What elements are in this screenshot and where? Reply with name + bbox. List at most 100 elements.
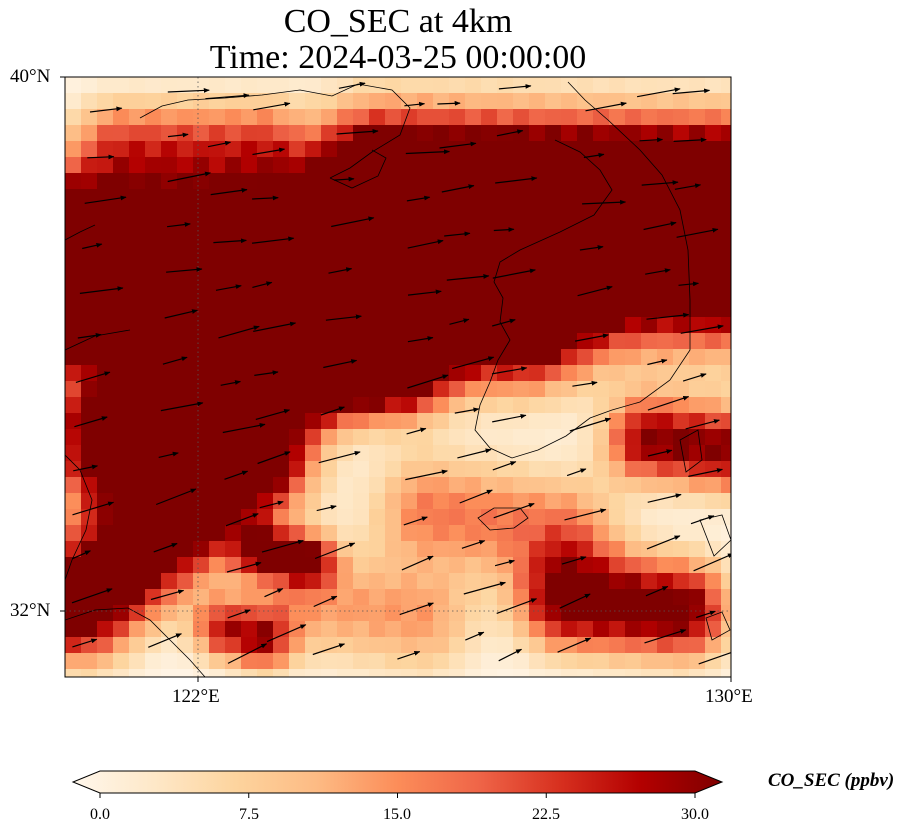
wind-vector-arrow [454, 407, 480, 414]
wind-vector-arrow [461, 540, 486, 549]
colorbar-tick-3: 22.5 [532, 806, 560, 823]
wind-vector-arrow [647, 493, 682, 503]
wind-vector-arrow [491, 366, 528, 375]
wind-vector-arrow [220, 380, 241, 386]
wind-vector-arrow [647, 396, 690, 411]
wind-vector-arrow [645, 268, 671, 275]
wind-vector-arrow [160, 401, 204, 412]
wind-vector-arrow [407, 374, 449, 389]
wind-vector-arrow [316, 504, 337, 512]
lon-label-122e: 122°E [172, 686, 220, 707]
wind-vector-arrow [167, 132, 189, 138]
colorbar-tick-1: 7.5 [239, 806, 259, 823]
wind-vector-arrow [227, 609, 251, 619]
wind-vector-arrow [403, 516, 428, 526]
wind-vector-arrow [673, 137, 707, 143]
wind-vector-arrow [645, 585, 669, 597]
wind-vector-arrow [331, 216, 375, 228]
coastline-jeju [477, 507, 529, 531]
wind-vector-arrow [397, 651, 421, 660]
wind-vector-arrow [251, 236, 295, 244]
wind-vector-arrow [465, 631, 485, 641]
wind-vector-arrow [680, 324, 724, 334]
wind-vector-arrow [167, 88, 210, 93]
colorbar-label: CO_SEC (ppbv) [768, 770, 895, 791]
wind-vector-arrow [255, 409, 291, 420]
wind-vector-arrow [328, 267, 353, 274]
wind-vector-arrow [227, 643, 268, 664]
wind-vector-arrow [166, 267, 203, 273]
wind-vector-arrow [259, 500, 284, 509]
wind-vector-arrow [266, 624, 307, 643]
wind-vector-arrow [336, 128, 379, 135]
lat-label-32n: 32°N [10, 600, 51, 621]
wind-vector-arrow [577, 285, 613, 297]
wind-vector-arrow [75, 371, 111, 383]
wind-vector-arrow [72, 638, 98, 648]
wind-vector-arrow [678, 281, 699, 287]
wind-vector-arrow [496, 598, 538, 614]
wind-vector-arrow [253, 321, 297, 332]
wind-vectors [71, 81, 731, 665]
wind-vector-arrow [463, 581, 506, 595]
wind-vector-arrow [207, 140, 232, 148]
wind-vector-arrow [492, 268, 536, 279]
wind-vector-arrow [498, 648, 523, 662]
wind-vector-arrow [566, 468, 587, 477]
wind-vector-arrow [79, 286, 124, 294]
wind-vector-arrow [492, 461, 517, 471]
wind-vector-arrow [585, 101, 627, 112]
wind-vector-arrow [405, 469, 448, 481]
wind-vector-arrow [338, 81, 366, 89]
wind-vector-arrow [89, 106, 123, 113]
wind-vector-arrow [218, 325, 260, 339]
wind-vector-arrow [439, 141, 477, 149]
map-title: CO_SEC at 4km [283, 3, 513, 40]
wind-vector-arrow [264, 588, 284, 598]
wind-vector-arrow [406, 195, 431, 202]
wind-vector-arrow [167, 222, 191, 228]
colorbar-tick-2: 15.0 [383, 806, 411, 823]
coastline-japan [679, 429, 731, 641]
wind-vector-arrow [222, 423, 266, 434]
gridlines [65, 77, 731, 677]
wind-vector-arrow [446, 274, 490, 281]
wind-vector-arrow [167, 171, 211, 183]
wind-vector-arrow [496, 129, 524, 137]
wind-vector-arrow [82, 242, 103, 250]
colorbar [71, 770, 724, 798]
wind-vector-arrow [688, 468, 723, 477]
wind-vector-arrow [73, 464, 98, 472]
wind-vector-arrow [401, 555, 434, 571]
wind-vector-arrow [405, 149, 450, 155]
wind-vector-arrow [213, 238, 247, 244]
wind-vector-arrow [495, 176, 538, 184]
wind-vector-arrow [674, 183, 702, 190]
wind-vector-arrow [164, 309, 198, 319]
wind-vector-arrow [71, 550, 91, 560]
wind-vector-arrow [557, 637, 592, 653]
wind-vector-arrow [74, 416, 108, 428]
wind-vector-arrow [71, 588, 113, 604]
wind-vector-arrow [226, 561, 262, 573]
coastline-bohai [139, 83, 411, 179]
wind-vector-arrow [641, 180, 679, 186]
wind-vector-arrow [459, 489, 493, 504]
coastline-liaodong [329, 149, 387, 189]
map-frame [64, 76, 732, 678]
wind-vector-arrow [325, 314, 362, 321]
wind-vector-arrow [564, 508, 607, 521]
wind-vector-arrow [646, 535, 681, 550]
wind-vector-arrow [399, 602, 434, 616]
wind-vector-arrow [158, 451, 179, 458]
wind-vector-arrow [252, 281, 273, 288]
wind-vector-arrow [696, 610, 716, 619]
co-sec-field [65, 77, 731, 677]
wind-vector-arrow [574, 333, 609, 342]
wind-vector-arrow [644, 629, 687, 644]
wind-vector-arrow [457, 448, 492, 459]
wind-vector-arrow [690, 515, 715, 525]
wind-vector-arrow [225, 513, 259, 527]
wind-vector-arrow [498, 84, 532, 90]
